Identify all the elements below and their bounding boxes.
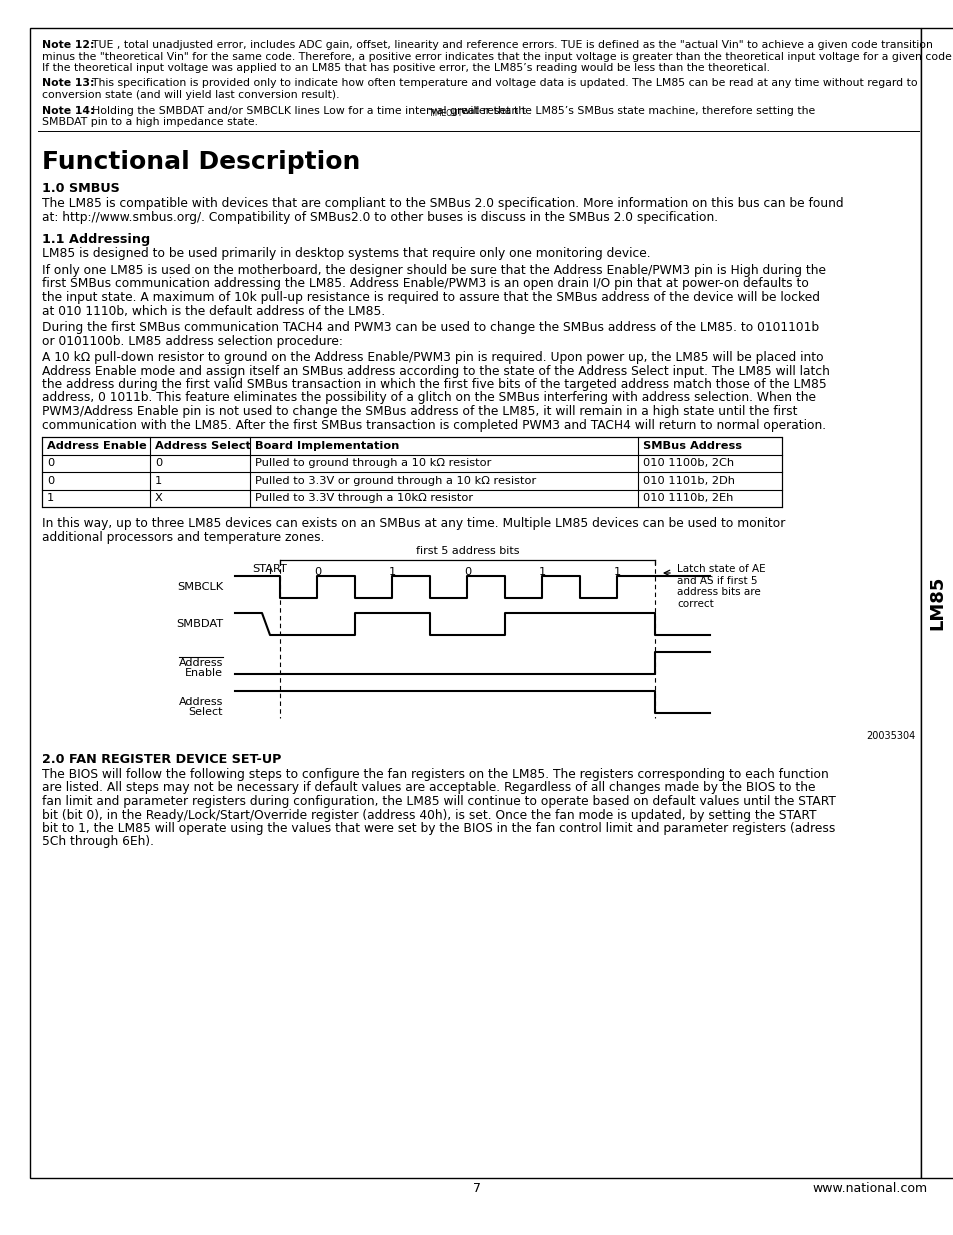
Text: 20035304: 20035304 bbox=[866, 731, 915, 741]
Text: are listed. All steps may not be necessary if default values are acceptable. Reg: are listed. All steps may not be necessa… bbox=[42, 782, 815, 794]
Text: at: http://www.smbus.org/. Compatibility of SMBus2.0 to other buses is discuss i: at: http://www.smbus.org/. Compatibility… bbox=[42, 211, 718, 224]
Text: If the theoretical input voltage was applied to an LM85 that has positive error,: If the theoretical input voltage was app… bbox=[42, 63, 769, 73]
Text: 0: 0 bbox=[47, 458, 54, 468]
Text: will reset the LM85’s SMBus state machine, therefore setting the: will reset the LM85’s SMBus state machin… bbox=[457, 105, 815, 116]
Text: SMBDAT: SMBDAT bbox=[175, 619, 223, 629]
Bar bbox=[42, 437, 781, 508]
Text: During the first SMBus communication TACH4 and PWM3 can be used to change the SM: During the first SMBus communication TAC… bbox=[42, 321, 819, 333]
Bar bbox=[920, 28, 953, 1178]
Text: 1: 1 bbox=[47, 493, 54, 503]
Text: Address: Address bbox=[178, 658, 223, 668]
Text: first 5 address bits: first 5 address bits bbox=[416, 546, 518, 556]
Text: address, 0 1011b. This feature eliminates the possibility of a glitch on the SMB: address, 0 1011b. This feature eliminate… bbox=[42, 391, 815, 405]
Text: Pulled to ground through a 10 kΩ resistor: Pulled to ground through a 10 kΩ resisto… bbox=[254, 458, 491, 468]
Text: Address Select: Address Select bbox=[154, 441, 251, 451]
Text: SMBCLK: SMBCLK bbox=[176, 582, 223, 592]
Text: conversion state (and will yield last conversion result).: conversion state (and will yield last co… bbox=[42, 90, 339, 100]
Text: Board Implementation: Board Implementation bbox=[254, 441, 399, 451]
Text: Note 14:: Note 14: bbox=[42, 105, 94, 116]
Text: 010 1110b, 2Eh: 010 1110b, 2Eh bbox=[642, 493, 733, 503]
Text: minus the "theoretical Vin" for the same code. Therefore, a positive error indic: minus the "theoretical Vin" for the same… bbox=[42, 52, 953, 62]
Text: communication with the LM85. After the first SMBus transaction is completed PWM3: communication with the LM85. After the f… bbox=[42, 419, 825, 431]
Text: 5Ch through 6Eh).: 5Ch through 6Eh). bbox=[42, 836, 153, 848]
Text: Address Enable mode and assign itself an SMBus address according to the state of: Address Enable mode and assign itself an… bbox=[42, 364, 829, 378]
Text: Address: Address bbox=[178, 697, 223, 706]
Text: www.national.com: www.national.com bbox=[812, 1182, 926, 1194]
Text: Pulled to 3.3V or ground through a 10 kΩ resistor: Pulled to 3.3V or ground through a 10 kΩ… bbox=[254, 475, 536, 485]
Text: Holding the SMBDAT and/or SMBCLK lines Low for a time interval greater than t: Holding the SMBDAT and/or SMBCLK lines L… bbox=[85, 105, 525, 116]
Text: or 0101100b. LM85 address selection procedure:: or 0101100b. LM85 address selection proc… bbox=[42, 335, 342, 347]
Text: bit to 1, the LM85 will operate using the values that were set by the BIOS in th: bit to 1, the LM85 will operate using th… bbox=[42, 823, 835, 835]
Text: X: X bbox=[154, 493, 163, 503]
Text: In this way, up to three LM85 devices can exists on an SMBus at any time. Multip: In this way, up to three LM85 devices ca… bbox=[42, 517, 784, 530]
Text: TUE , total unadjusted error, includes ADC gain, offset, linearity and reference: TUE , total unadjusted error, includes A… bbox=[85, 40, 932, 49]
Text: at 010 1110b, which is the default address of the LM85.: at 010 1110b, which is the default addre… bbox=[42, 305, 385, 317]
Text: PWM3/Address Enable pin is not used to change the SMBus address of the LM85, it : PWM3/Address Enable pin is not used to c… bbox=[42, 405, 797, 417]
Text: 1.1 Addressing: 1.1 Addressing bbox=[42, 232, 150, 246]
Text: 1: 1 bbox=[613, 567, 620, 577]
Text: 1: 1 bbox=[154, 475, 162, 485]
Text: 010 1100b, 2Ch: 010 1100b, 2Ch bbox=[642, 458, 734, 468]
Text: START: START bbox=[253, 564, 287, 574]
Text: 0: 0 bbox=[47, 475, 54, 485]
Text: LM85: LM85 bbox=[927, 576, 945, 630]
Text: 0: 0 bbox=[463, 567, 471, 577]
Text: Select: Select bbox=[189, 706, 223, 718]
Text: TIMEOUT: TIMEOUT bbox=[428, 109, 462, 117]
Text: 0: 0 bbox=[154, 458, 162, 468]
Text: 1.0 SMBUS: 1.0 SMBUS bbox=[42, 183, 120, 195]
Text: the input state. A maximum of 10k pull-up resistance is required to assure that : the input state. A maximum of 10k pull-u… bbox=[42, 291, 820, 304]
Text: 010 1101b, 2Dh: 010 1101b, 2Dh bbox=[642, 475, 734, 485]
Text: A 10 kΩ pull-down resistor to ground on the Address Enable/PWM3 pin is required.: A 10 kΩ pull-down resistor to ground on … bbox=[42, 351, 822, 364]
Text: 7: 7 bbox=[473, 1182, 480, 1194]
Text: 1: 1 bbox=[538, 567, 545, 577]
Text: the address during the first valid SMBus transaction in which the first five bit: the address during the first valid SMBus… bbox=[42, 378, 826, 391]
Text: Enable: Enable bbox=[185, 668, 223, 678]
Text: SMBDAT pin to a high impedance state.: SMBDAT pin to a high impedance state. bbox=[42, 117, 257, 127]
Text: Address Enable: Address Enable bbox=[47, 441, 147, 451]
Text: 1: 1 bbox=[389, 567, 395, 577]
Text: LM85 is designed to be used primarily in desktop systems that require only one m: LM85 is designed to be used primarily in… bbox=[42, 247, 650, 261]
Text: fan limit and parameter registers during configuration, the LM85 will continue t: fan limit and parameter registers during… bbox=[42, 795, 835, 808]
Text: This specification is provided only to indicate how often temperature and voltag: This specification is provided only to i… bbox=[85, 79, 917, 89]
Text: If only one LM85 is used on the motherboard, the designer should be sure that th: If only one LM85 is used on the motherbo… bbox=[42, 264, 825, 277]
Text: 2.0 FAN REGISTER DEVICE SET-UP: 2.0 FAN REGISTER DEVICE SET-UP bbox=[42, 753, 281, 766]
Text: Pulled to 3.3V through a 10kΩ resistor: Pulled to 3.3V through a 10kΩ resistor bbox=[254, 493, 473, 503]
Text: Latch state of AE
and AS if first 5
address bits are
correct: Latch state of AE and AS if first 5 addr… bbox=[677, 564, 765, 609]
Text: Note 12:: Note 12: bbox=[42, 40, 94, 49]
Text: additional processors and temperature zones.: additional processors and temperature zo… bbox=[42, 531, 324, 543]
Text: SMBus Address: SMBus Address bbox=[642, 441, 741, 451]
Text: The BIOS will follow the following steps to configure the fan registers on the L: The BIOS will follow the following steps… bbox=[42, 768, 828, 781]
Text: Note 13:: Note 13: bbox=[42, 79, 94, 89]
Text: Functional Description: Functional Description bbox=[42, 151, 360, 174]
Text: bit (bit 0), in the Ready/Lock/Start/Override register (address 40h), is set. On: bit (bit 0), in the Ready/Lock/Start/Ove… bbox=[42, 809, 816, 821]
Text: The LM85 is compatible with devices that are compliant to the SMBus 2.0 specific: The LM85 is compatible with devices that… bbox=[42, 198, 842, 210]
Text: 0: 0 bbox=[314, 567, 321, 577]
Text: first SMBus communication addressing the LM85. Address Enable/PWM3 is an open dr: first SMBus communication addressing the… bbox=[42, 278, 808, 290]
